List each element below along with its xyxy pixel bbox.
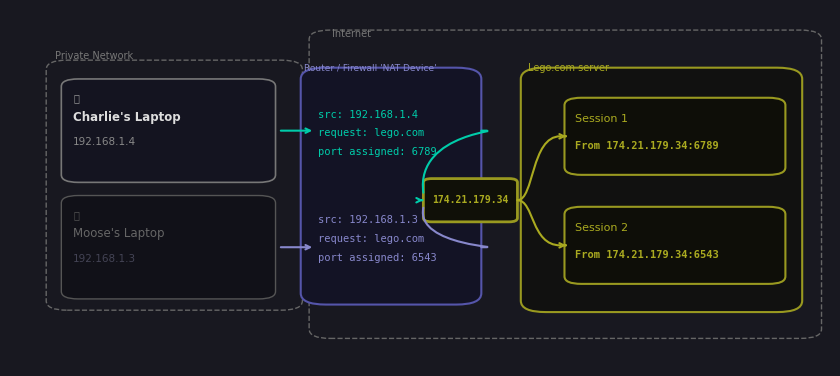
Text: Session 2: Session 2 [575, 223, 627, 233]
Text: src: 192.168.1.4: src: 192.168.1.4 [318, 110, 417, 120]
Text: 192.168.1.4: 192.168.1.4 [73, 137, 136, 147]
FancyBboxPatch shape [564, 98, 785, 175]
Text: From 174.21.179.34:6789: From 174.21.179.34:6789 [575, 141, 718, 151]
Text: Lego.com server: Lego.com server [528, 63, 608, 73]
Text: request: lego.com: request: lego.com [318, 234, 423, 244]
Text: ⎕: ⎕ [73, 93, 79, 103]
FancyBboxPatch shape [423, 179, 517, 222]
Text: src: 192.168.1.3: src: 192.168.1.3 [318, 215, 417, 225]
FancyBboxPatch shape [301, 68, 481, 305]
Text: Internet: Internet [332, 29, 370, 39]
Text: 192.168.1.3: 192.168.1.3 [73, 254, 136, 264]
FancyBboxPatch shape [61, 196, 276, 299]
Text: port assigned: 6789: port assigned: 6789 [318, 147, 436, 157]
Text: ⎕: ⎕ [73, 210, 79, 220]
Text: Private Network: Private Network [55, 51, 133, 61]
Text: Charlie's Laptop: Charlie's Laptop [73, 111, 181, 124]
Text: From 174.21.179.34:6543: From 174.21.179.34:6543 [575, 250, 718, 260]
Text: request: lego.com: request: lego.com [318, 129, 423, 138]
Text: Router / Firewall 'NAT Device': Router / Firewall 'NAT Device' [304, 63, 437, 72]
Text: Moose's Laptop: Moose's Laptop [73, 227, 165, 241]
Text: port assigned: 6543: port assigned: 6543 [318, 253, 436, 262]
FancyBboxPatch shape [564, 207, 785, 284]
Text: Session 1: Session 1 [575, 114, 627, 124]
Text: 174.21.179.34: 174.21.179.34 [433, 195, 508, 205]
FancyBboxPatch shape [521, 68, 802, 312]
FancyBboxPatch shape [61, 79, 276, 182]
